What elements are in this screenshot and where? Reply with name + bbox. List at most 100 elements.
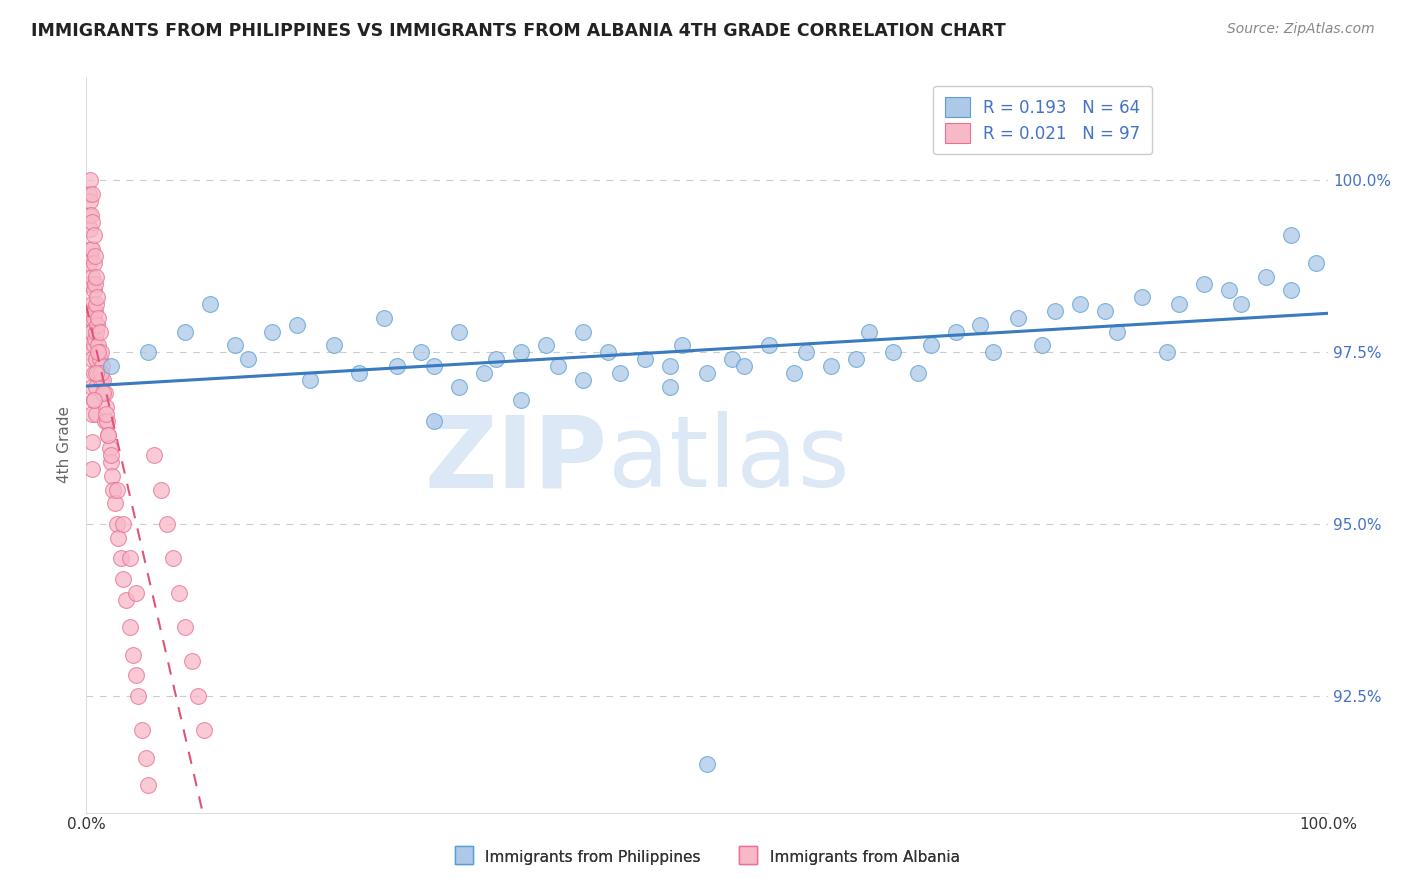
Point (103, 483, 125, 497)
Point (100, 448, 122, 462)
Point (83, 338, 105, 352)
Point (1279, 284, 1302, 298)
Point (90, 373, 112, 387)
Point (534, 338, 557, 352)
Point (105, 516, 128, 531)
Point (447, 325, 470, 339)
Point (100, 359, 122, 373)
Point (79, 221, 101, 235)
Point (167, 585, 190, 599)
Point (858, 325, 880, 339)
Text: Source: ZipAtlas.com: Source: ZipAtlas.com (1227, 22, 1375, 37)
Point (596, 345, 619, 359)
Point (86, 290, 108, 304)
Point (118, 551, 141, 566)
Point (174, 620, 197, 634)
Point (79, 345, 101, 359)
Point (323, 338, 346, 352)
Point (80, 208, 103, 222)
Point (101, 469, 124, 483)
Point (125, 668, 148, 682)
Point (79, 304, 101, 318)
Point (945, 325, 967, 339)
Point (80, 277, 103, 291)
Point (107, 531, 129, 545)
Point (83, 366, 105, 380)
Point (83, 228, 105, 243)
Point (87, 366, 110, 380)
Point (83, 284, 105, 298)
Point (84, 325, 107, 339)
Point (349, 366, 371, 380)
Point (981, 345, 1004, 359)
Point (143, 448, 166, 462)
Point (79, 173, 101, 187)
Point (509, 345, 531, 359)
Point (1105, 325, 1128, 339)
Point (82, 379, 104, 393)
Point (82, 434, 104, 449)
Point (180, 654, 202, 668)
Point (162, 551, 184, 566)
Point (83, 331, 105, 345)
Point (969, 318, 991, 332)
Point (156, 516, 179, 531)
Point (118, 620, 141, 634)
Text: atlas: atlas (607, 411, 849, 508)
Point (634, 352, 657, 367)
Point (83, 393, 105, 408)
Point (920, 338, 942, 352)
Point (87, 338, 110, 352)
Point (1254, 269, 1277, 284)
Point (83, 310, 105, 325)
Point (79, 194, 101, 208)
Point (385, 359, 408, 373)
Point (136, 778, 159, 792)
Point (110, 551, 132, 566)
Point (1130, 290, 1153, 304)
Point (572, 325, 595, 339)
Point (89, 325, 111, 339)
Point (82, 297, 104, 311)
Point (112, 516, 135, 531)
Point (658, 379, 681, 393)
Point (114, 592, 136, 607)
Point (87, 310, 110, 325)
Point (82, 325, 104, 339)
Point (696, 366, 718, 380)
Point (84, 407, 107, 421)
Point (135, 750, 157, 764)
Point (136, 345, 159, 359)
Point (411, 345, 433, 359)
Point (1192, 277, 1215, 291)
Point (83, 249, 105, 263)
Point (80, 310, 103, 325)
Point (84, 379, 107, 393)
Point (423, 414, 446, 428)
Point (236, 352, 259, 367)
Point (1069, 297, 1091, 311)
Point (82, 215, 104, 229)
Point (87, 345, 110, 359)
Point (96, 414, 118, 428)
Point (94, 401, 117, 415)
Point (93, 373, 115, 387)
Point (131, 723, 153, 737)
Point (609, 366, 631, 380)
Point (93, 414, 115, 428)
Point (485, 352, 508, 367)
Legend: Immigrants from Philippines, Immigrants from Albania: Immigrants from Philippines, Immigrants … (449, 843, 966, 871)
Point (93, 386, 115, 401)
Point (77, 187, 100, 202)
Point (112, 572, 135, 586)
Point (547, 359, 569, 373)
Point (423, 359, 446, 373)
Point (1043, 304, 1066, 318)
Text: ZIP: ZIP (425, 411, 607, 508)
Point (149, 483, 172, 497)
Point (796, 345, 818, 359)
Point (820, 359, 842, 373)
Point (447, 379, 470, 393)
Point (285, 318, 308, 332)
Point (90, 366, 112, 380)
